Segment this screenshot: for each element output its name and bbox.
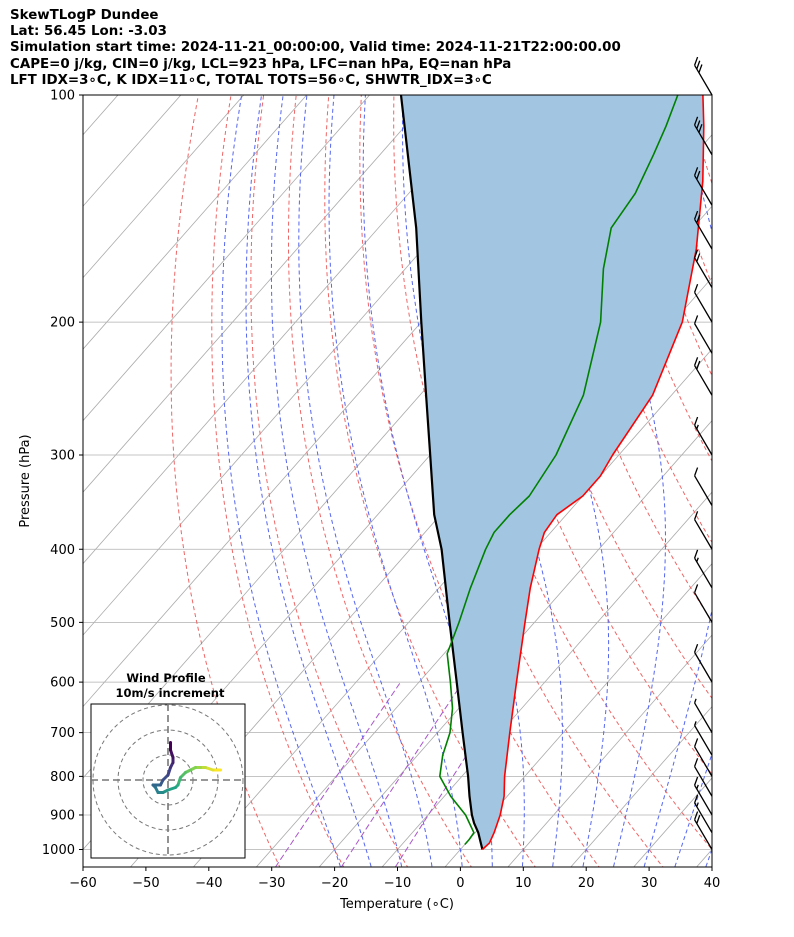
mixing-ratio-line — [394, 681, 515, 867]
x-axis-label: Temperature (∘C) — [339, 897, 454, 912]
dry-adiabat — [288, 95, 472, 867]
x-tick-label: 0 — [456, 876, 464, 891]
y-tick-label: 700 — [50, 726, 75, 741]
moist-adiabat — [674, 751, 712, 867]
isotherm-line — [570, 705, 712, 867]
x-tick-label: −50 — [132, 876, 159, 891]
wind-barb — [693, 511, 713, 550]
time-line: Simulation start time: 2024-11-21_00:00:… — [10, 40, 621, 56]
wind-barb — [693, 357, 713, 396]
moist-adiabat — [643, 95, 712, 867]
wind-barb — [693, 721, 713, 756]
dry-adiabat — [359, 95, 600, 867]
wind-barb — [693, 467, 713, 506]
isotherm-line — [83, 95, 371, 422]
isotherm-line — [507, 634, 712, 867]
cape-shading — [401, 95, 704, 850]
profile-lines — [399, 95, 705, 851]
isotherm-line — [83, 95, 433, 493]
moist-adiabat — [245, 95, 372, 867]
x-tick-label: 40 — [704, 876, 721, 891]
x-tick-label: −30 — [258, 876, 285, 891]
moist-adiabat — [298, 95, 433, 867]
dewpoint-line — [439, 95, 679, 846]
y-tick-label: 400 — [50, 543, 75, 558]
wind-barb — [693, 643, 713, 683]
isotherm-line — [696, 848, 712, 867]
location-line: Lat: 56.45 Lon: -3.03 — [10, 24, 167, 40]
isotherm-line — [83, 95, 245, 279]
cape-area — [401, 95, 704, 850]
y-tick-label: 200 — [50, 316, 75, 331]
mixing-ratio-line — [340, 681, 464, 867]
mixing-ratio-line — [274, 681, 402, 867]
isotherm-line — [83, 95, 308, 350]
x-tick-label: −60 — [69, 876, 96, 891]
moist-adiabat — [221, 95, 342, 867]
x-tick-label: −40 — [195, 876, 222, 891]
parcel-line — [399, 95, 484, 850]
dry-adiabat — [324, 95, 536, 867]
x-tick-label: 20 — [578, 876, 595, 891]
y-tick-label: 900 — [50, 808, 75, 823]
y-tick-label: 800 — [50, 770, 75, 785]
wind-barb — [693, 210, 713, 250]
chart-title: SkewTLogP Dundee — [10, 8, 159, 23]
y-axis-ticks: 1000 900 800 700 600 500 400 300 200 100 — [42, 89, 83, 858]
moist-adiabat — [705, 848, 712, 867]
wind-barb — [693, 315, 713, 354]
wind-barb — [693, 249, 713, 288]
y-tick-label: 500 — [50, 616, 75, 631]
wind-barbs — [693, 56, 713, 850]
moist-adiabat — [270, 95, 403, 867]
x-tick-label: −20 — [321, 876, 348, 891]
dry-adiabat — [780, 78, 794, 875]
wind-barb — [693, 738, 713, 777]
wind-barb — [693, 584, 713, 623]
moist-adiabat — [328, 95, 463, 867]
isotherm-line — [318, 420, 712, 867]
wind-barb — [693, 758, 713, 797]
indices-line-1: CAPE=0 j/kg, CIN=0 j/kg, LCL=923 hPa, LF… — [10, 56, 512, 72]
x-tick-label: −10 — [384, 876, 411, 891]
dry-adiabat — [170, 95, 281, 867]
x-axis-ticks: −60 −50 −40 −30 −20 −10 0 10 20 30 40 — [69, 867, 720, 891]
wind-barb — [693, 56, 713, 96]
hodograph-subtitle: 10m/s increment — [116, 686, 225, 700]
isotherm-line — [83, 95, 496, 565]
y-tick-label: 300 — [50, 448, 75, 463]
dry-adiabat — [250, 95, 409, 867]
dry-adiabat — [715, 78, 794, 875]
wind-barb — [693, 283, 713, 323]
y-tick-label: 600 — [50, 676, 75, 691]
indices-line-2: LFT IDX=3∘C, K IDX=11∘C, TOTAL TOTS=56∘C… — [10, 72, 492, 88]
temperature-line — [481, 95, 705, 851]
chart-header: SkewTLogP Dundee Lat: 56.45 Lon: -3.03 S… — [10, 8, 621, 89]
moist-adiabat — [506, 95, 610, 867]
wind-barb — [693, 167, 713, 206]
x-tick-label: 30 — [641, 876, 658, 891]
y-tick-label: 100 — [50, 89, 75, 104]
wind-barb — [693, 698, 713, 733]
mixing-ratio-lines — [274, 681, 515, 867]
dry-adiabat — [458, 95, 712, 775]
x-tick-label: 10 — [515, 876, 532, 891]
hodograph-title: Wind Profile — [126, 671, 206, 685]
isotherm-line — [444, 562, 712, 867]
dry-adiabat — [748, 78, 794, 875]
wind-barb — [693, 811, 713, 850]
y-axis-label: Pressure (hPa) — [18, 434, 33, 527]
wind-barb — [693, 116, 713, 156]
wind-barb — [693, 549, 713, 589]
dry-adiabat — [211, 95, 345, 867]
dry-adiabat — [393, 95, 664, 867]
wind-barb — [693, 794, 713, 834]
wind-barb — [693, 776, 713, 816]
y-tick-label: 1000 — [42, 843, 75, 858]
hodograph-inset: Wind Profile 10m/s increment — [90, 671, 246, 859]
wind-barb — [693, 416, 713, 456]
